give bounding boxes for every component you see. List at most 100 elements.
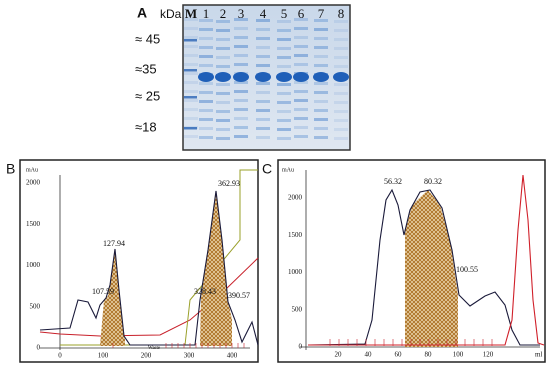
gel-band (334, 20, 348, 23)
y-tick-label: 2000 (26, 179, 41, 187)
gel-band (277, 20, 291, 23)
gel-band (334, 56, 348, 59)
gel-band (184, 27, 198, 30)
x-tick-label: 40 (365, 351, 373, 359)
gel-band (184, 99, 198, 102)
gel-band (294, 135, 308, 138)
gel-band (334, 92, 348, 95)
x-tick-label: 200 (141, 352, 152, 360)
panel-label: A (137, 5, 147, 21)
gel-band (256, 82, 270, 85)
gel-band (334, 47, 348, 50)
gel-band (277, 101, 291, 104)
gel-band (314, 64, 328, 67)
gel-band (199, 37, 213, 40)
gel-band (234, 81, 248, 84)
gel-band (294, 117, 308, 120)
x-tick-label: 80 (425, 351, 433, 359)
panel-c (277, 159, 546, 363)
gel-band (277, 92, 291, 95)
gel-band (216, 65, 230, 68)
gel-band (334, 38, 348, 41)
y-tick-label: 1000 (288, 268, 303, 276)
gel-band (184, 39, 197, 42)
axis-unit: mAu (26, 167, 38, 173)
gel-band (256, 127, 270, 130)
gel-band (184, 81, 198, 84)
peak-label: 56.32 (384, 177, 402, 186)
gel-band (233, 72, 249, 82)
gel-band (277, 83, 291, 86)
gel-band (334, 128, 348, 131)
gel-band (184, 127, 197, 130)
gel-band (334, 65, 348, 68)
gel-band (184, 135, 198, 138)
gel-band (198, 72, 214, 82)
panel-label: C (262, 161, 272, 177)
gel-band (256, 118, 270, 121)
x-tick-label: 0 (58, 352, 62, 360)
gel-band (216, 47, 230, 50)
peak-label: 328.43 (194, 287, 216, 296)
gel-band (216, 29, 230, 32)
gel-band (256, 19, 270, 22)
gel-band (216, 20, 230, 23)
gel-band (216, 101, 230, 104)
gel-band (314, 46, 328, 49)
gel-band (234, 18, 248, 21)
gel-band (256, 100, 270, 103)
panel-label: B (6, 161, 15, 177)
gel-band (215, 72, 231, 82)
y-tick-label: 500 (30, 302, 41, 310)
lane-label: 2 (220, 6, 227, 21)
gel-band (294, 126, 308, 129)
gel-band (234, 108, 248, 111)
peak-label: 100.55 (456, 265, 478, 274)
y-tick-label: 0 (299, 343, 303, 351)
gel-band (314, 100, 328, 103)
gel-band (314, 109, 328, 112)
y-tick-label: 1000 (26, 261, 41, 269)
peak-label: 362.93 (218, 179, 240, 188)
gel-band (216, 56, 230, 59)
gel-band (234, 117, 248, 120)
gel-band (216, 119, 230, 122)
gel-band (277, 128, 291, 131)
x-tick-label: 20 (335, 351, 343, 359)
gel-band (314, 91, 328, 94)
gel-band (199, 55, 213, 58)
gel-band (234, 54, 248, 57)
gel-band (256, 109, 270, 112)
gel-band (199, 127, 213, 130)
gel-band (276, 72, 292, 82)
marker-label: ≈35 (135, 61, 157, 76)
lane-label: 7 (318, 6, 325, 21)
gel-band (314, 136, 328, 139)
gel-band (234, 135, 248, 138)
marker-label: ≈ 45 (135, 31, 160, 46)
gel-band (234, 45, 248, 48)
axis-unit: ml (535, 351, 542, 359)
gel-band (313, 72, 329, 82)
annotation: Waste (148, 346, 161, 351)
gel-band (184, 90, 198, 93)
lane-label: M (185, 6, 197, 21)
peak-label: 390.57 (228, 291, 250, 300)
unit-label: kDa (160, 7, 182, 21)
gel-band (256, 37, 270, 40)
gel-band (314, 127, 328, 130)
lane-label: 8 (338, 6, 345, 21)
x-tick-label: 100 (98, 352, 109, 360)
gel-band (255, 72, 271, 82)
gel-band (277, 38, 291, 41)
gel-band (184, 36, 198, 39)
gel-band (256, 136, 270, 139)
gel-band (234, 99, 248, 102)
gel-band (294, 99, 308, 102)
gel-band (334, 83, 348, 86)
gel-band (184, 108, 198, 111)
lane-label: 3 (238, 6, 245, 21)
gel-band (199, 64, 213, 67)
marker-label: ≈ 25 (135, 88, 160, 103)
gel-band (184, 18, 198, 21)
